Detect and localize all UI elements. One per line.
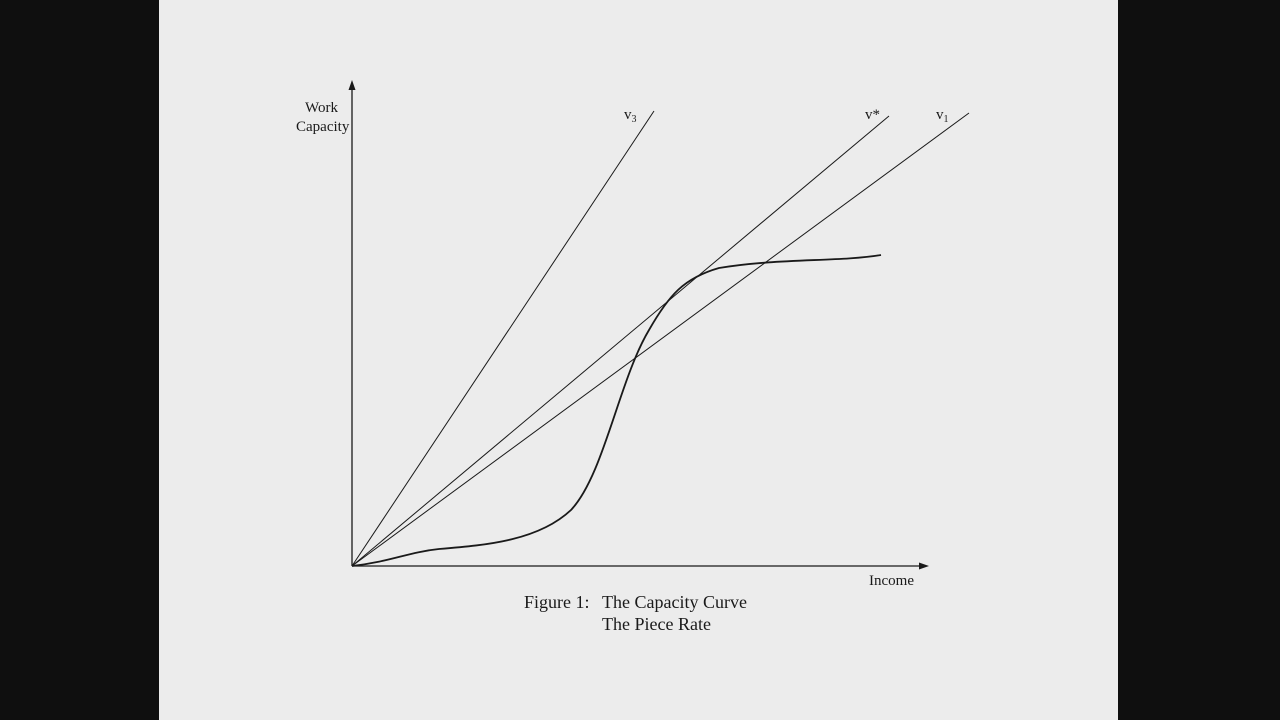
y-axis-label-line2: Capacity (296, 119, 350, 135)
y-axis-label-line1: Work (305, 100, 338, 116)
capacity-curve-figure (348, 80, 970, 570)
figure-caption-line1: The Capacity Curve (602, 592, 747, 612)
x-axis-arrowhead (919, 562, 929, 570)
x-axis-label: Income (869, 573, 914, 589)
y-axis-arrowhead (348, 80, 356, 90)
ray-v3 (351, 110, 655, 567)
ray-label-v1: v1 (936, 107, 949, 125)
capacity-curve (351, 254, 882, 567)
figure-caption-line2: The Piece Rate (602, 614, 711, 634)
ray-label-v3: v3 (624, 107, 637, 125)
figure-caption-prefix: Figure 1: (524, 592, 590, 612)
ray-v1 (351, 112, 970, 567)
ray-v-star (351, 115, 890, 567)
slide: Work Capacity Income v3 v* v1 Figure 1: … (159, 0, 1118, 720)
ray-label-v-star: v* (865, 107, 880, 123)
